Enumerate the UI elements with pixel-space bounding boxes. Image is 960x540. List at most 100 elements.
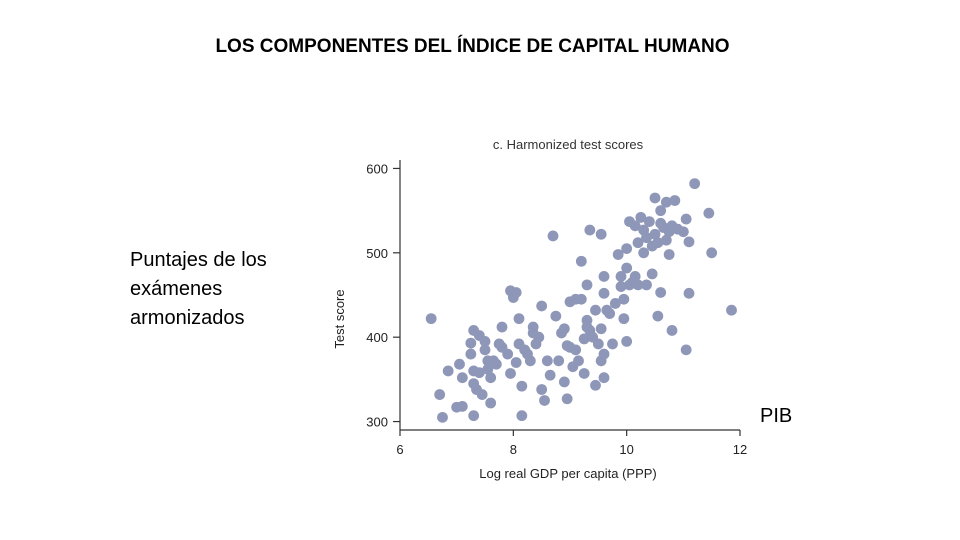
- side-label-line-1: Puntajes de los: [130, 249, 267, 271]
- y-tick-label: 300: [366, 415, 388, 430]
- data-point: [669, 195, 681, 206]
- data-point: [510, 357, 522, 368]
- data-point: [632, 279, 644, 291]
- data-point: [689, 178, 701, 190]
- slide-title: LOS COMPONENTES DEL ÍNDICE DE CAPITAL HU…: [215, 36, 730, 57]
- data-point: [595, 228, 607, 240]
- data-point: [683, 236, 695, 248]
- data-point: [578, 333, 590, 345]
- data-point: [660, 196, 672, 208]
- data-point: [516, 410, 528, 422]
- side-label-line-2: exámenes: [130, 278, 223, 300]
- data-point: [612, 249, 624, 260]
- data-point: [547, 230, 559, 242]
- data-point: [575, 255, 587, 267]
- chart-title: c. Harmonized test scores: [493, 137, 644, 152]
- side-label: Puntajes de los exámenes armonizados: [130, 246, 330, 333]
- scatter-chart: c. Harmonized test scores 300 400 500 600 6…: [332, 137, 747, 481]
- data-point: [655, 205, 667, 217]
- data-point: [456, 400, 468, 412]
- data-point: [454, 358, 465, 370]
- x-tick-label: 12: [733, 442, 747, 457]
- data-point: [590, 304, 601, 316]
- data-point: [615, 281, 627, 292]
- data-points: [425, 178, 737, 423]
- data-point: [598, 348, 610, 360]
- data-point: [598, 372, 610, 384]
- data-point: [485, 372, 497, 384]
- data-point: [621, 243, 633, 254]
- x-tick-label: 6: [396, 442, 403, 457]
- data-point: [505, 368, 516, 379]
- data-point: [615, 271, 627, 282]
- data-point: [544, 369, 556, 381]
- data-point: [649, 228, 661, 240]
- data-point: [425, 313, 437, 325]
- data-point: [598, 287, 610, 299]
- data-point: [618, 293, 630, 305]
- data-point: [652, 237, 664, 249]
- data-point: [638, 247, 650, 259]
- data-point: [680, 344, 692, 356]
- data-point: [465, 348, 477, 360]
- data-point: [578, 368, 590, 379]
- data-point: [482, 363, 494, 375]
- side-label-line-3: armonizados: [130, 307, 245, 329]
- data-point: [643, 216, 655, 227]
- data-point: [655, 287, 667, 298]
- data-point: [621, 262, 633, 274]
- data-point: [677, 226, 689, 238]
- data-point: [502, 348, 514, 360]
- data-point: [479, 336, 491, 347]
- data-point: [479, 344, 491, 356]
- data-point: [496, 321, 508, 333]
- data-point: [595, 323, 607, 335]
- data-point: [641, 232, 652, 244]
- data-point: [590, 379, 601, 391]
- x-tick-label: 10: [619, 442, 633, 457]
- x-axis: 6 8 10 12: [396, 429, 747, 457]
- data-point: [558, 376, 570, 388]
- data-point: [629, 220, 641, 232]
- data-point: [598, 271, 610, 282]
- data-point: [621, 336, 633, 347]
- data-point: [703, 207, 715, 219]
- data-point: [558, 323, 570, 335]
- data-point: [666, 325, 678, 336]
- data-point: [536, 384, 548, 395]
- data-point: [434, 389, 446, 400]
- data-point: [513, 313, 525, 325]
- data-point: [652, 310, 664, 322]
- data-point: [442, 365, 454, 377]
- data-point: [584, 224, 596, 236]
- data-point: [490, 358, 502, 370]
- data-point: [575, 293, 587, 305]
- data-point: [516, 380, 528, 392]
- data-point: [553, 355, 565, 367]
- x-axis-title: Log real GDP per capita (PPP): [479, 466, 657, 481]
- data-point: [485, 397, 497, 409]
- data-point: [592, 338, 604, 350]
- data-point: [581, 279, 593, 291]
- pib-label: PIB: [760, 405, 793, 427]
- data-point: [607, 338, 618, 350]
- y-axis-title: Test score: [332, 289, 347, 348]
- data-point: [663, 249, 675, 260]
- data-point: [473, 367, 485, 379]
- data-point: [680, 213, 692, 225]
- data-point: [541, 355, 553, 367]
- data-point: [683, 287, 695, 299]
- data-point: [726, 304, 737, 316]
- data-point: [550, 310, 562, 322]
- data-point: [561, 393, 573, 405]
- data-point: [635, 211, 647, 223]
- y-tick-label: 400: [366, 330, 388, 345]
- data-point: [468, 410, 480, 422]
- data-point: [533, 331, 545, 343]
- data-point: [618, 313, 630, 325]
- data-point: [641, 279, 652, 291]
- data-point: [510, 287, 522, 298]
- data-point: [476, 389, 488, 400]
- data-point: [573, 355, 584, 367]
- data-point: [646, 268, 658, 280]
